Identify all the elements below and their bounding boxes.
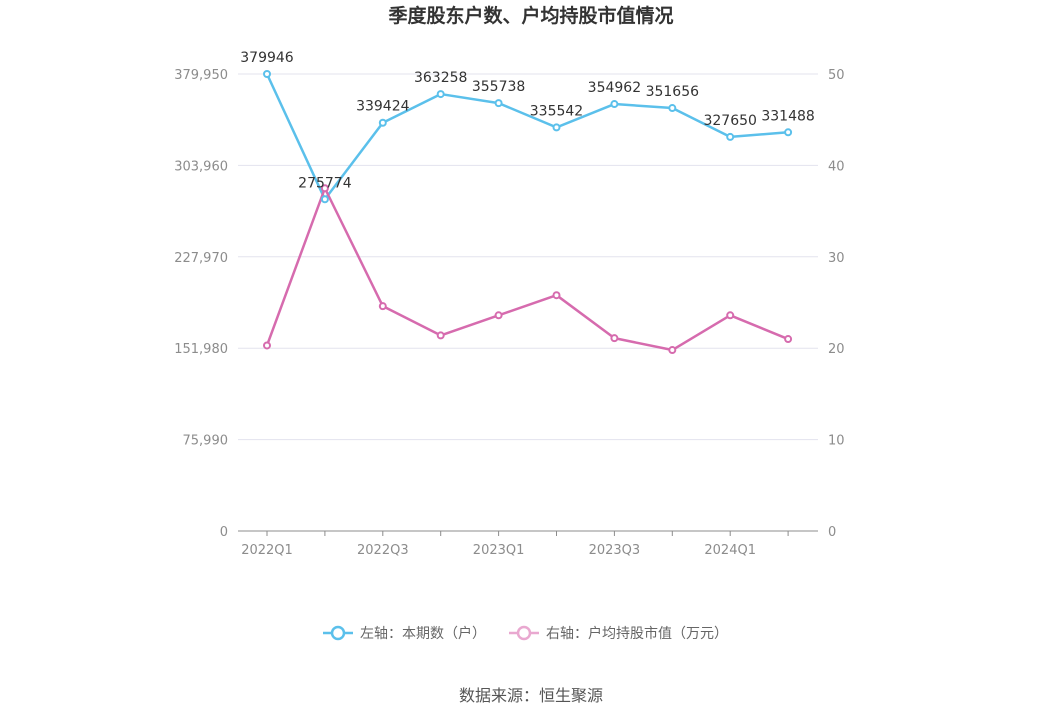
y-right-tick-label: 10 [828,434,845,449]
x-axis: 2022Q1 2022Q3 2023Q1 2023Q3 2024Q1 [238,530,818,558]
legend-marker-right [516,625,532,641]
data-point-avg-holding-value [726,311,735,320]
data-point-shareholders [610,100,619,109]
data-label-shareholders: 327650 [703,113,756,129]
data-point-shareholders [784,128,793,137]
left-axis: 0 75,990 151,980 227,970 303,960 379,950 [174,68,228,540]
data-point-shareholders [552,123,561,132]
x-tick-label: 2022Q3 [357,543,409,558]
data-label-shareholders: 331488 [761,108,814,124]
data-label-shareholders: 354962 [588,80,641,96]
y-right-tick-label: 20 [828,342,845,357]
y-left-tick-label: 151,980 [174,342,228,357]
grid-lines [238,73,818,441]
legend-label-left: 左轴：本期数（户） [360,625,486,642]
data-point-shareholders [263,70,271,79]
data-point-shareholders [436,90,445,99]
y-left-tick-label: 303,960 [174,159,228,174]
series-line-avg-holding-value [265,187,789,352]
y-left-tick-label: 0 [220,525,228,540]
data-label-shareholders: 363258 [414,70,467,86]
right-axis: 0 10 20 30 40 50 [828,68,845,540]
source-note: 数据来源：恒生聚源 [459,686,603,705]
legend-item-left-series[interactable]: 左轴：本期数（户） [323,625,486,642]
data-point-avg-holding-value [784,335,793,344]
legend: 左轴：本期数（户） 右轴：户均持股市值（万元） [323,625,728,642]
y-left-tick-label: 227,970 [174,251,228,266]
y-right-tick-label: 30 [828,251,845,266]
data-point-avg-holding-value [552,291,561,300]
series-layer [263,70,793,355]
data-label-shareholders: 351656 [646,84,700,100]
data-label-shareholders: 275774 [298,175,352,191]
x-tick-label: 2023Q1 [473,543,525,558]
data-point-shareholders [378,118,387,127]
data-point-avg-holding-value [668,346,677,355]
x-tick-label: 2022Q1 [241,543,293,558]
legend-label-right: 右轴：户均持股市值（万元） [546,625,728,642]
data-label-shareholders: 355738 [472,79,525,95]
data-point-avg-holding-value [263,341,271,350]
legend-item-right-series[interactable]: 右轴：户均持股市值（万元） [509,625,728,642]
legend-marker-left [330,625,346,641]
data-label-shareholders: 339424 [356,99,410,115]
y-right-tick-label: 50 [828,68,845,83]
x-tick-label: 2024Q1 [704,543,756,558]
y-left-tick-label: 379,950 [174,68,228,83]
data-label-shareholders: 379946 [240,50,294,66]
data-point-avg-holding-value [436,331,445,340]
y-right-tick-label: 40 [828,159,845,174]
data-point-shareholders [320,195,329,204]
series-line-shareholders [265,73,789,201]
data-point-avg-holding-value [378,302,387,311]
x-tick-label: 2023Q3 [589,543,641,558]
data-point-shareholders [668,104,677,113]
data-label-shareholders: 335542 [530,103,583,119]
data-point-avg-holding-value [320,184,329,193]
chart-title: 季度股东户数、户均持股市值情况 [388,4,673,27]
data-point-shareholders [726,132,735,141]
data-point-avg-holding-value [494,311,503,320]
data-point-avg-holding-value [610,334,619,343]
y-left-tick-label: 75,990 [183,434,229,449]
y-right-tick-label: 0 [828,525,836,540]
data-point-shareholders [494,99,503,108]
